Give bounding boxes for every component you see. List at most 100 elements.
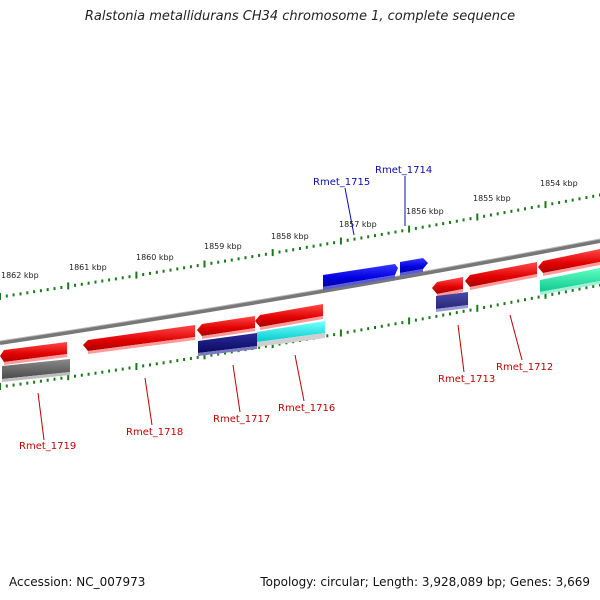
gene-rmet-1715[interactable] — [323, 264, 398, 290]
ruler-forward-minor-tick — [244, 256, 247, 260]
ruler-reverse-minor-tick — [592, 284, 595, 288]
gene-rmet-1713[interactable] — [432, 277, 463, 297]
gene-rmet-1716[interactable] — [255, 304, 323, 330]
leader-rmet-1719 — [37, 392, 45, 441]
ruler-reverse-minor-tick — [12, 383, 15, 387]
ruler-forward-minor-tick — [74, 283, 76, 287]
leader-rmet-1717 — [232, 364, 241, 413]
ruler-reverse-minor-tick — [585, 286, 588, 290]
gene-label-rmet-1714: Rmet_1714 — [375, 165, 432, 176]
chromosome-backbone-highlight — [0, 238, 600, 342]
ruler-reverse-minor-tick — [101, 370, 104, 374]
gene-label-rmet-1715: Rmet_1715 — [313, 177, 370, 188]
ruler-reverse-major-tick — [476, 304, 479, 312]
ruler-forward-minor-tick — [489, 213, 492, 217]
ruler-reverse-minor-tick — [264, 344, 267, 348]
ruler-forward-minor-tick — [421, 225, 424, 229]
ruler-forward-minor-tick — [155, 270, 158, 274]
ruler-reverse-minor-tick — [503, 302, 506, 306]
leader-rmet-1713 — [457, 324, 465, 373]
ruler-reverse-minor-tick — [442, 313, 445, 317]
ruler-forward-minor-tick — [496, 212, 499, 216]
ruler-forward-major-tick — [544, 201, 547, 209]
ruler-reverse-major-tick — [135, 363, 138, 370]
ruler-reverse-minor-tick — [74, 374, 76, 378]
ruler-forward-minor-tick — [189, 265, 192, 269]
ruler-reverse-minor-tick — [374, 326, 376, 329]
ruler-forward-minor-tick — [449, 220, 451, 224]
ruler-reverse-minor-tick — [149, 363, 151, 367]
gene-label-rmet-1717: Rmet_1717 — [213, 414, 270, 425]
gene-rmet-1718[interactable] — [83, 325, 195, 354]
ruler-forward-minor-tick — [60, 286, 63, 289]
ruler-forward-minor-tick — [121, 276, 124, 280]
ruler-forward-minor-tick — [483, 214, 486, 218]
scale-label-1855kbp: 1855 kbp — [473, 194, 511, 203]
ruler-reverse-minor-tick — [94, 371, 97, 375]
ruler-forward-minor-tick — [183, 266, 186, 270]
ruler-forward-minor-tick — [142, 273, 145, 276]
ruler-forward-minor-tick — [360, 236, 363, 240]
ruler-forward-minor-tick — [53, 287, 56, 291]
ruler-forward-minor-tick — [326, 242, 329, 246]
ruler-forward-minor-tick — [80, 282, 83, 286]
ruler-forward-major-tick — [339, 237, 342, 245]
scale-label-1861kbp: 1861 kbp — [69, 263, 107, 272]
ruler-forward-minor-tick — [503, 211, 506, 215]
ruler-forward-major-tick — [0, 293, 1, 300]
ruler-forward-minor-tick — [558, 201, 561, 205]
ruler-forward-minor-tick — [530, 206, 533, 210]
ruler-forward-minor-tick — [442, 222, 445, 226]
scale-label-1854kbp: 1854 kbp — [540, 179, 578, 188]
ruler-reverse-minor-tick — [449, 312, 451, 316]
ruler-reverse-minor-tick — [121, 367, 124, 371]
ruler-forward-minor-tick — [578, 197, 581, 201]
ruler-forward-minor-tick — [19, 292, 22, 296]
scale-label-1859kbp: 1859 kbp — [204, 242, 242, 251]
gene-rmet-1717[interactable] — [197, 316, 255, 339]
ruler-reverse-minor-tick — [224, 351, 226, 355]
ruler-forward-minor-tick — [114, 277, 117, 281]
ruler-forward-minor-tick — [108, 278, 111, 282]
gene-label-rmet-1718: Rmet_1718 — [126, 427, 183, 438]
ruler-reverse-minor-tick — [367, 327, 370, 331]
ruler-reverse-minor-tick — [524, 298, 526, 302]
ruler-reverse-minor-tick — [414, 318, 417, 322]
ruler-forward-minor-tick — [39, 289, 42, 293]
gene-rmet-1719[interactable] — [0, 342, 67, 365]
ruler-reverse-minor-tick — [183, 358, 186, 361]
ruler-reverse-minor-tick — [169, 360, 172, 364]
accession-text: Accession: NC_007973 — [9, 575, 146, 589]
ruler-reverse-major-tick — [0, 383, 1, 390]
ruler-reverse-minor-tick — [46, 378, 49, 382]
ruler-reverse-minor-tick — [60, 376, 63, 380]
ruler-reverse-minor-tick — [380, 324, 383, 328]
ruler-reverse-minor-tick — [80, 373, 83, 377]
ruler-forward-minor-tick — [524, 207, 526, 211]
ruler-forward-minor-tick — [455, 219, 458, 223]
ruler-forward-major-tick — [67, 282, 70, 290]
ruler-reverse-minor-tick — [530, 296, 533, 300]
ruler-reverse-minor-tick — [489, 304, 492, 308]
gene-label-rmet-1712: Rmet_1712 — [496, 362, 553, 373]
scale-label-1858kbp: 1858 kbp — [271, 232, 309, 241]
ruler-reverse-minor-tick — [537, 295, 540, 299]
ruler-forward-minor-tick — [462, 218, 465, 222]
ruler-forward-major-tick — [135, 271, 138, 279]
ruler-forward-minor-tick — [551, 202, 554, 206]
gene-label-rmet-1713: Rmet_1713 — [438, 374, 495, 385]
ruler-reverse-minor-tick — [39, 379, 42, 383]
ruler-forward-minor-tick — [537, 204, 540, 208]
ruler-forward-minor-tick — [94, 280, 97, 284]
gene-rmet-1714[interactable] — [400, 258, 428, 276]
ruler-reverse-major-tick — [544, 291, 547, 299]
gene-next-reverse[interactable] — [538, 249, 600, 276]
ruler-reverse-minor-tick — [571, 288, 574, 292]
ruler-reverse-minor-tick — [210, 353, 213, 357]
gene-rmet-1712[interactable] — [465, 262, 537, 290]
feature-box-purple — [436, 292, 468, 312]
feature-box-cyan — [257, 321, 325, 347]
ruler-forward-minor-tick — [571, 198, 574, 202]
ruler-forward-minor-tick — [401, 229, 404, 233]
